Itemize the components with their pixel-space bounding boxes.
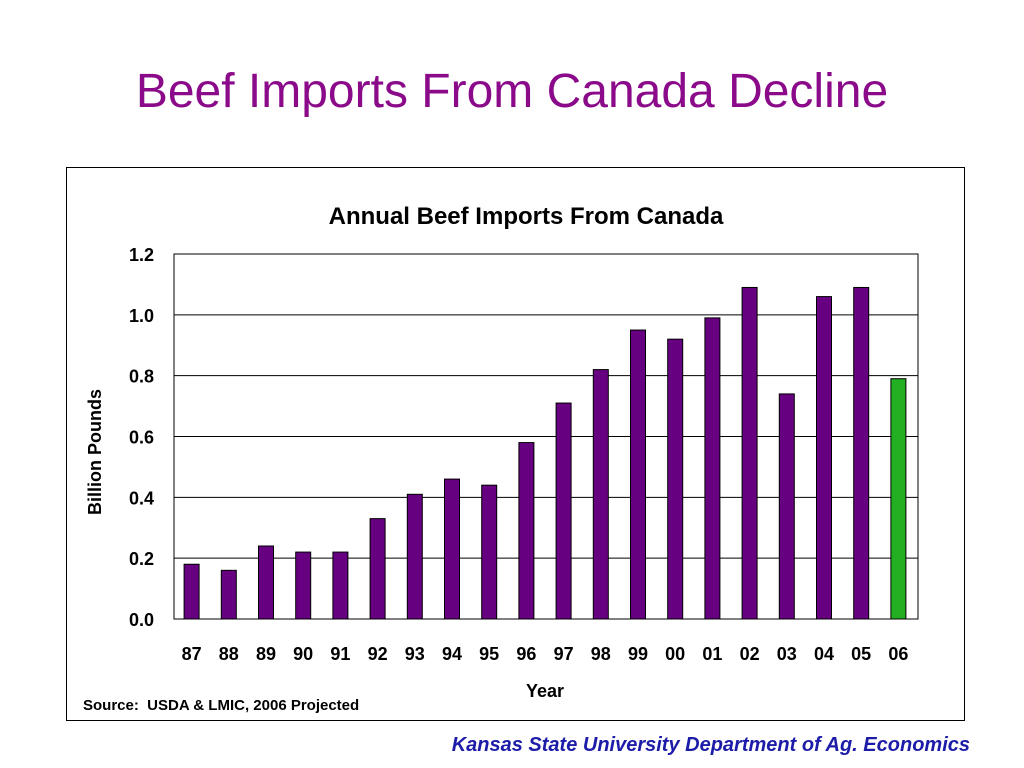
source-note: Source: USDA & LMIC, 2006 Projected (83, 697, 360, 714)
bar (518, 442, 535, 620)
x-axis-label: Year (526, 681, 564, 701)
x-tick-label: 03 (777, 644, 797, 664)
x-tick-label: 89 (256, 644, 276, 664)
y-tick-label: 0.6 (129, 428, 154, 448)
bar (444, 478, 460, 620)
x-tick-labels: 87 88 89 90 91 92 93 94 95 96 97 98 99 00 01 02 03 04 05 06 (182, 644, 909, 664)
bar (332, 551, 349, 620)
x-tick-label: 91 (330, 644, 350, 664)
bar (258, 545, 274, 620)
y-tick-label: 0.4 (129, 488, 154, 508)
x-tick-label: 95 (479, 644, 499, 664)
x-tick-label: 98 (591, 644, 611, 664)
x-tick-label: 87 (182, 644, 202, 664)
bar (704, 317, 721, 620)
x-tick-label: 90 (293, 644, 313, 664)
y-tick-label: 1.2 (129, 245, 154, 265)
bar (592, 369, 609, 620)
bar (816, 296, 832, 620)
bar (630, 329, 646, 620)
bar (183, 563, 200, 620)
chart-frame: Annual Beef Imports From Canada Billion … (66, 167, 965, 721)
bar (481, 484, 498, 620)
bar (778, 393, 795, 620)
bars (183, 286, 907, 620)
bar (741, 286, 758, 620)
x-tick-label: 96 (516, 644, 536, 664)
x-tick-label: 97 (554, 644, 574, 664)
bar-projected (890, 378, 907, 620)
x-tick-label: 93 (405, 644, 425, 664)
x-tick-label: 05 (851, 644, 871, 664)
chart-title: Annual Beef Imports From Canada (329, 203, 724, 230)
y-tick-labels: 0.0 0.2 0.4 0.6 0.8 1.0 1.2 (129, 245, 154, 630)
bar-chart: Annual Beef Imports From Canada Billion … (85, 203, 919, 701)
slide-title: Beef Imports From Canada Decline (135, 65, 889, 118)
y-tick-label: 0.0 (129, 610, 154, 630)
bar (295, 551, 312, 620)
x-tick-label: 04 (814, 644, 834, 664)
x-tick-label: 94 (442, 644, 462, 664)
bar (667, 338, 684, 620)
footer-credit: Kansas State University Department of Ag… (451, 734, 970, 756)
x-tick-label: 88 (219, 644, 239, 664)
bar (853, 286, 870, 620)
bar (555, 402, 572, 620)
bar (369, 518, 386, 620)
x-tick-label: 01 (702, 644, 722, 664)
bar (406, 493, 423, 620)
x-tick-label: 92 (368, 644, 388, 664)
x-tick-label: 00 (665, 644, 685, 664)
plot-area-border (173, 253, 919, 620)
x-tick-label: 02 (740, 644, 760, 664)
gridlines (174, 314, 918, 559)
y-tick-label: 0.8 (129, 367, 154, 387)
y-axis-label: Billion Pounds (85, 389, 105, 515)
x-tick-label: 99 (628, 644, 648, 664)
x-tick-label: 06 (888, 644, 908, 664)
bar (220, 569, 237, 620)
y-tick-label: 1.0 (129, 306, 154, 326)
y-tick-label: 0.2 (129, 549, 154, 569)
